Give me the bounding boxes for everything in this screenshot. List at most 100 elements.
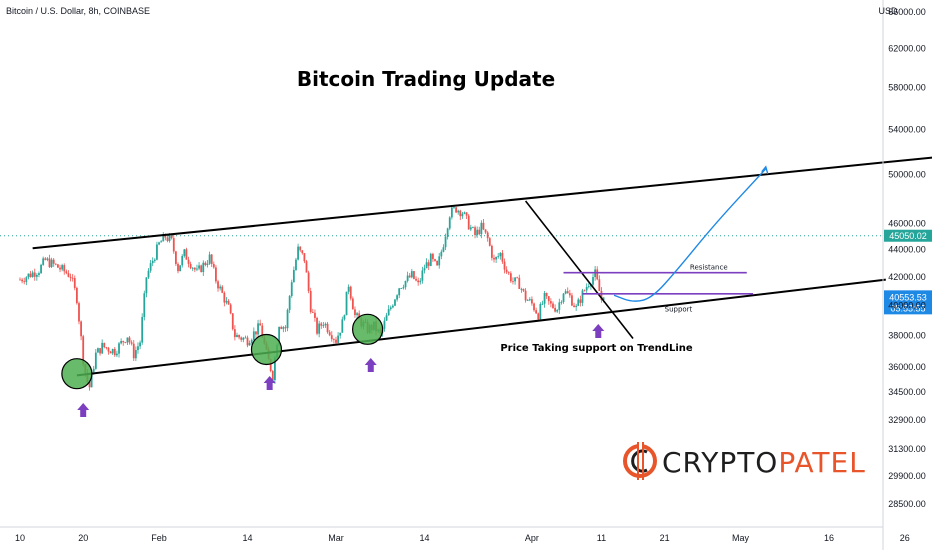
support-label: Support <box>665 305 693 313</box>
chart-title: Bitcoin Trading Update <box>297 67 555 91</box>
projection-arrowhead-icon <box>761 165 769 175</box>
candle-up <box>389 307 392 310</box>
candle-up <box>387 309 390 316</box>
candle-down <box>571 295 573 306</box>
candle-down <box>328 332 331 336</box>
candle-up <box>50 259 53 268</box>
candle-up <box>141 317 144 343</box>
cryptopatel-logo: CRYPTOPATEL <box>623 442 865 480</box>
candle-down <box>231 313 234 330</box>
candle-up <box>198 265 200 269</box>
dotted-level-value: 45050.02 <box>889 231 927 241</box>
price-tick-label: 42000.00 <box>888 272 926 282</box>
candle-down <box>522 288 525 291</box>
candle-up <box>575 305 578 308</box>
candle-up <box>111 348 114 354</box>
candle-down <box>598 279 601 291</box>
candle-up <box>463 212 466 214</box>
projection-curve <box>613 168 767 302</box>
candles <box>19 205 605 391</box>
candle-down <box>568 293 571 296</box>
up-arrow-icon <box>263 376 276 390</box>
currency-label: USD <box>878 6 898 16</box>
candle-up <box>61 265 64 270</box>
candle-down <box>99 348 101 354</box>
candle-down <box>109 351 112 354</box>
candle-down <box>358 313 361 319</box>
candle-up <box>450 207 453 218</box>
candle-down <box>533 303 535 311</box>
candle-down <box>63 265 66 272</box>
candle-up <box>274 357 276 381</box>
candle-up <box>402 287 405 289</box>
candle-up <box>448 217 451 229</box>
candle-down <box>240 337 243 340</box>
candle-up <box>46 258 49 260</box>
candle-up <box>602 297 605 300</box>
candle-up <box>160 241 163 243</box>
candle-up <box>139 342 141 347</box>
support-touch-circle <box>61 358 93 390</box>
candle-up <box>556 309 559 312</box>
time-tick-label: 11 <box>597 533 606 543</box>
candle-down <box>223 292 226 303</box>
candle-up <box>137 346 139 351</box>
candle-up <box>396 295 398 300</box>
candle-up <box>97 348 99 353</box>
candle-up <box>225 300 228 303</box>
candle-up <box>421 270 424 281</box>
candle-up <box>562 293 565 302</box>
support-touch-circle <box>250 333 283 366</box>
candle-up <box>356 313 358 316</box>
candle-down <box>314 312 316 318</box>
candle-down <box>172 238 175 252</box>
candle-down <box>579 299 582 303</box>
trendline-note: Price Taking support on TrendLine <box>500 343 693 354</box>
candle-up <box>337 335 340 343</box>
logo-mark-icon <box>623 442 657 480</box>
time-tick-label: 10 <box>15 533 25 543</box>
candle-up <box>558 302 561 310</box>
candle-up <box>92 368 95 372</box>
candle-up <box>585 286 588 291</box>
channel-lower-line <box>76 278 886 377</box>
candle-down <box>177 263 179 272</box>
candle-up <box>442 247 445 252</box>
candle-up <box>592 277 594 285</box>
candle-up <box>476 229 479 235</box>
candle-down <box>284 327 287 329</box>
candle-down <box>59 267 61 270</box>
candle-up <box>179 265 182 272</box>
candle-down <box>316 317 318 334</box>
up-arrow-icon <box>592 324 605 338</box>
price-tick-label: 44000.00 <box>888 245 926 255</box>
candle-up <box>400 288 403 290</box>
candle-up <box>288 296 291 310</box>
descending-trendline <box>524 200 634 340</box>
candle-down <box>73 278 76 288</box>
candle-up <box>425 262 428 269</box>
candle-down <box>269 359 272 371</box>
candle-down <box>255 331 257 335</box>
candle-down <box>307 272 310 291</box>
candle-up <box>191 267 194 269</box>
candle-down <box>82 336 85 365</box>
time-tick-label: 21 <box>660 533 670 543</box>
candle-down <box>170 235 173 239</box>
logo-text-crypto: CRYPTO <box>662 446 778 479</box>
candle-down <box>351 298 354 310</box>
candle-up <box>244 337 247 339</box>
candle-down <box>128 337 131 343</box>
candle-up <box>423 268 426 271</box>
candle-down <box>600 290 603 300</box>
candle-down <box>501 252 504 262</box>
candle-down <box>164 234 167 238</box>
candle-down <box>200 265 203 273</box>
time-tick-label: May <box>732 533 750 543</box>
candle-down <box>193 267 196 270</box>
candle-up <box>151 260 154 264</box>
candle-down <box>552 303 554 308</box>
candle-up <box>324 323 327 326</box>
